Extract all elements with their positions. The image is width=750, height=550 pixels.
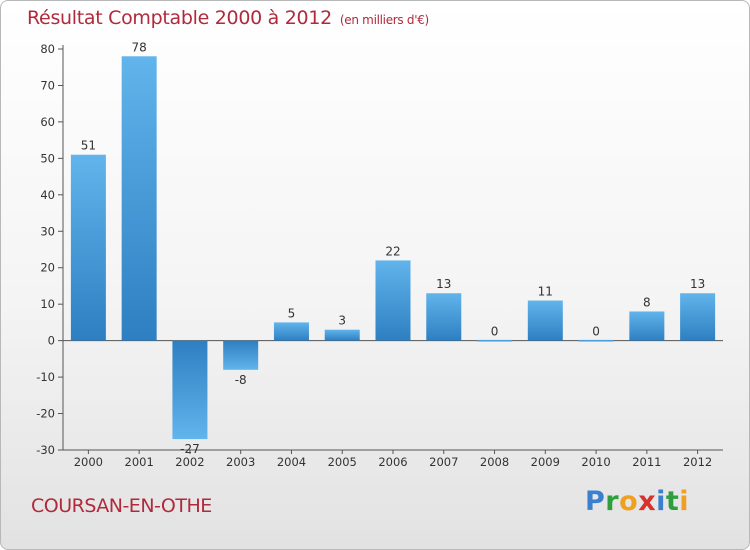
x-tick-label: 2008: [480, 455, 509, 469]
y-tick-label: 20: [40, 261, 55, 275]
x-tick-label: 2005: [328, 455, 357, 469]
bar: [70, 154, 106, 341]
bar-value-label: 8: [643, 295, 651, 309]
proxiti-logo: Proxiti: [585, 486, 689, 517]
bar: [324, 329, 360, 341]
logo-letter: o: [619, 486, 639, 517]
bar: [527, 300, 563, 341]
x-tick-label: 2012: [683, 455, 712, 469]
y-tick-label: -20: [36, 407, 55, 421]
bar: [477, 339, 513, 342]
bar-value-label: 13: [436, 277, 451, 291]
y-tick-label: 60: [40, 115, 55, 129]
bar-value-label: 0: [491, 325, 499, 339]
bar: [629, 311, 665, 341]
logo-letter: t: [665, 486, 680, 517]
bar-value-label: -27: [180, 442, 200, 456]
x-tick-label: 2003: [226, 455, 255, 469]
bar: [223, 340, 259, 370]
x-tick-label: 2009: [531, 455, 560, 469]
chart-title-text: Résultat Comptable 2000 à 2012: [27, 7, 332, 29]
city-name: COURSAN-EN-OTHE: [31, 495, 212, 517]
x-tick-label: 2007: [429, 455, 458, 469]
bar: [375, 260, 411, 341]
bar-value-label: 11: [538, 285, 553, 299]
y-tick-label: 40: [40, 188, 55, 202]
bar: [578, 339, 614, 342]
y-tick-label: 0: [48, 334, 55, 348]
logo-letter: i: [679, 486, 690, 517]
bar: [172, 340, 208, 440]
x-tick-label: 2011: [632, 455, 661, 469]
logo-letter: r: [605, 486, 620, 517]
bar: [273, 322, 309, 341]
x-tick-label: 2002: [175, 455, 204, 469]
bar-value-label: 78: [132, 40, 147, 54]
y-tick-label: 10: [40, 297, 55, 311]
bar: [680, 293, 716, 341]
x-tick-label: 2004: [277, 455, 306, 469]
chart-subtitle: (en milliers d'€): [339, 13, 429, 27]
y-tick-label: 50: [40, 151, 55, 165]
bar-value-label: 5: [288, 306, 296, 320]
y-tick-label: -10: [36, 370, 55, 384]
x-tick-label: 2006: [378, 455, 407, 469]
x-tick-label: 2010: [581, 455, 610, 469]
x-tick-label: 2001: [125, 455, 154, 469]
logo-letter: x: [638, 486, 657, 517]
bar-value-label: -8: [235, 373, 247, 387]
x-tick-label: 2000: [74, 455, 103, 469]
y-tick-label: 70: [40, 78, 55, 92]
bar-value-label: 51: [81, 139, 96, 153]
bar-value-label: 3: [338, 314, 346, 328]
bar: [426, 293, 462, 341]
bar-value-label: 22: [385, 244, 400, 258]
chart-title: Résultat Comptable 2000 à 2012 (en millie…: [27, 7, 429, 29]
bar-value-label: 0: [592, 325, 600, 339]
y-tick-label: 80: [40, 42, 55, 56]
y-tick-label: 30: [40, 224, 55, 238]
y-tick-label: -30: [36, 443, 55, 457]
logo-letter: i: [656, 486, 666, 517]
logo-letter: P: [585, 486, 606, 517]
bar-value-label: 13: [690, 277, 705, 291]
bar: [121, 56, 157, 341]
